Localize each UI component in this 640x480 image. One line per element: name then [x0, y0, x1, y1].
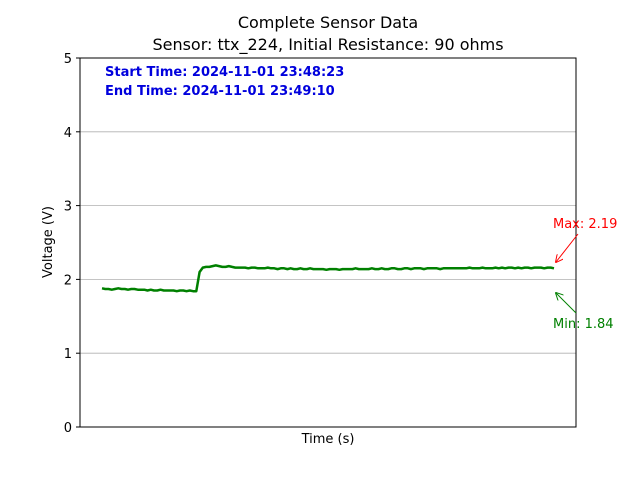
y-tick-label: 2 [64, 273, 72, 288]
max-annotation-label: Max: 2.19 [553, 217, 617, 232]
min-annotation-arrow [556, 293, 577, 314]
chart-subtitle: Sensor: ttx_224, Initial Resistance: 90 … [152, 35, 503, 55]
x-axis-label: Time (s) [301, 432, 355, 447]
plot-frame [79, 57, 577, 428]
max-annotation-arrow [556, 233, 579, 262]
y-tick-label: 4 [64, 126, 72, 141]
start-time-label: Start Time: 2024-11-01 23:48:23 [105, 65, 344, 80]
voltage-series-line [101, 264, 555, 293]
end-time-label: End Time: 2024-11-01 23:49:10 [105, 84, 335, 99]
y-tick-label: 1 [64, 347, 72, 362]
y-tick-label: 5 [64, 52, 72, 67]
gridlines [80, 131, 576, 354]
min-annotation-label: Min: 1.84 [553, 317, 614, 332]
y-axis-label: Voltage (V) [41, 206, 56, 278]
y-axis-ticks: 0 1 2 3 4 5 [64, 52, 80, 436]
y-tick-label: 0 [64, 421, 72, 436]
chart-title: Complete Sensor Data [238, 13, 418, 32]
y-tick-label: 3 [64, 200, 72, 215]
